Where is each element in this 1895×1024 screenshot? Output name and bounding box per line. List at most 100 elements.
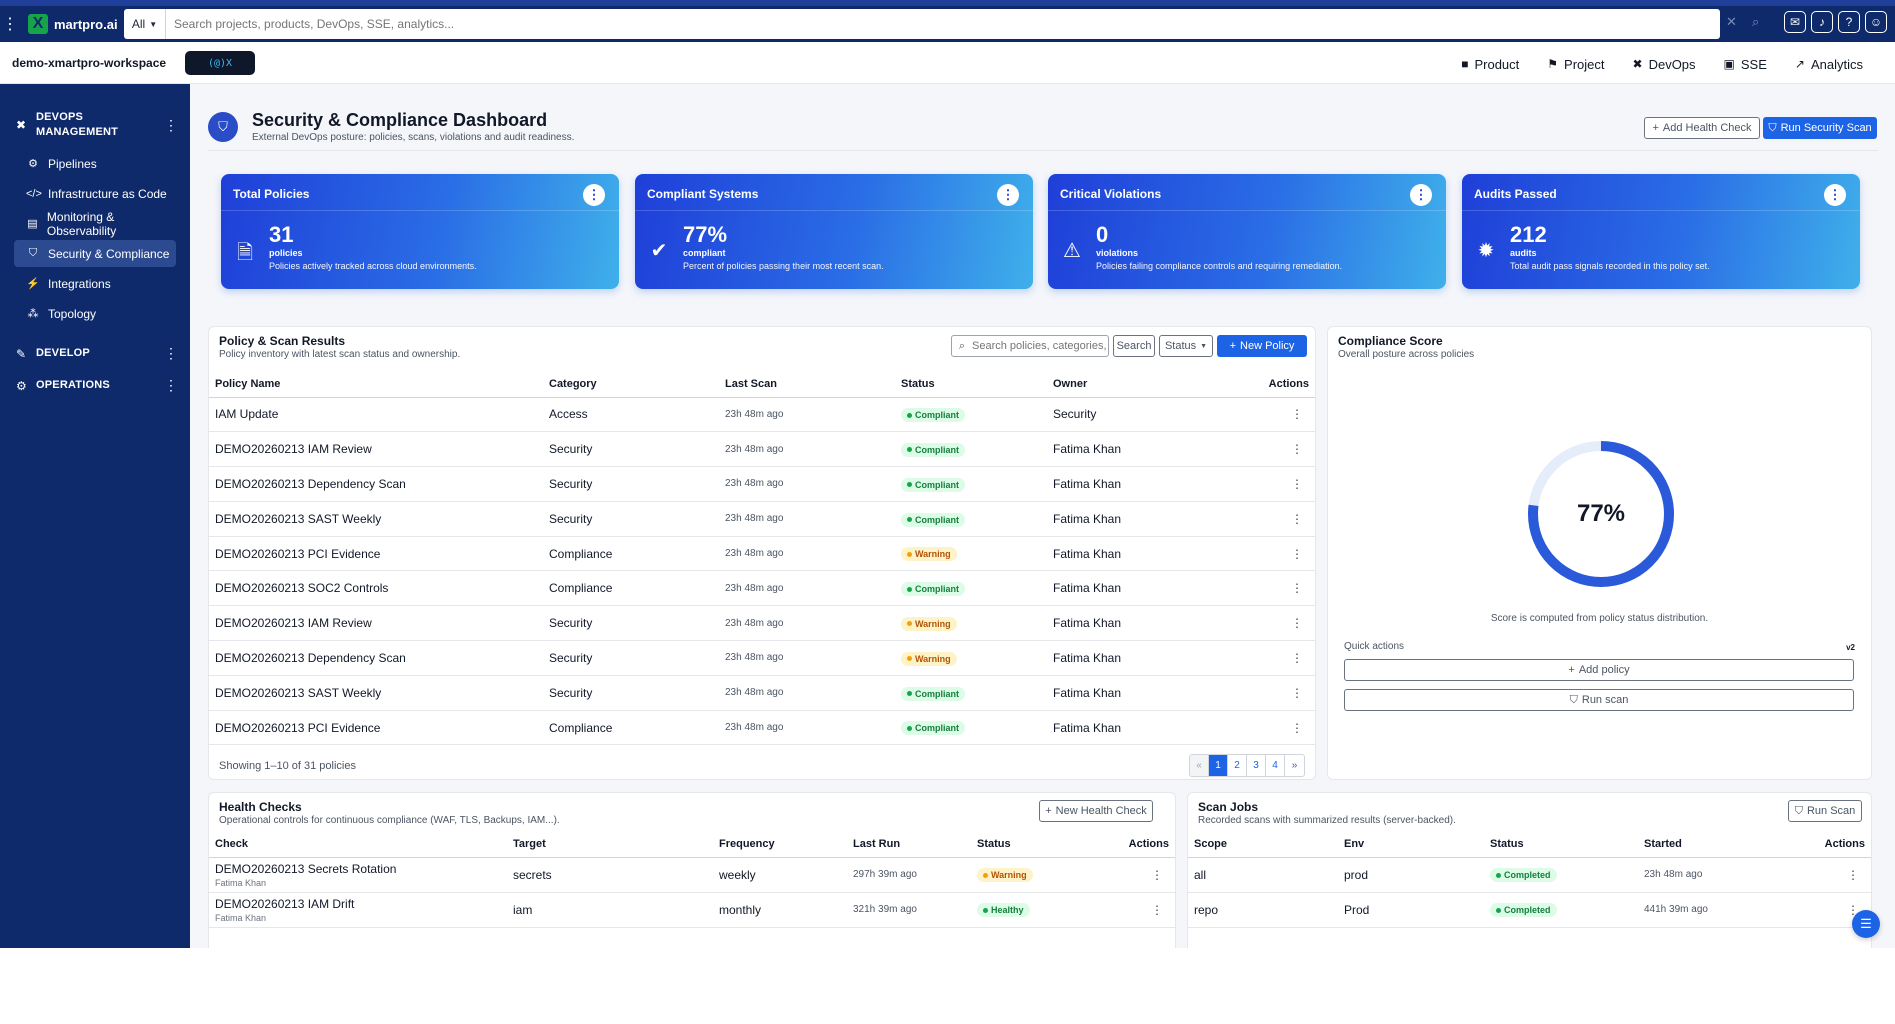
policy-search-input[interactable] xyxy=(972,340,1106,352)
table-row[interactable]: repo Prod Completed 441h 39m ago ⋮ xyxy=(1188,892,1871,928)
policy-name[interactable]: DEMO20260213 PCI Evidence xyxy=(209,536,543,572)
col-header[interactable]: Category xyxy=(543,371,719,398)
policy-name[interactable]: DEMO20260213 IAM Review xyxy=(209,431,543,468)
col-header[interactable]: Status xyxy=(895,371,1047,398)
bell-icon[interactable]: ♪ xyxy=(1811,11,1833,33)
table-row[interactable]: IAM Update Access 23h 48m ago Compliant Secu… xyxy=(209,397,1315,433)
health-check-cell[interactable]: DEMO20260213 Secrets Rotation Fatima Khan xyxy=(209,857,507,893)
kebab-menu-icon[interactable]: ⋮ xyxy=(1410,184,1432,206)
search-button[interactable]: Search xyxy=(1113,335,1155,357)
table-row[interactable]: DEMO20260213 PCI Evidence Compliance 23h 4… xyxy=(209,536,1315,572)
col-header[interactable]: Owner xyxy=(1047,371,1227,398)
table-row[interactable]: DEMO20260213 SOC2 Controls Compliance 23h … xyxy=(209,570,1315,607)
clear-search-icon[interactable]: ✕ xyxy=(1726,14,1737,29)
col-header[interactable]: Frequency xyxy=(713,831,847,858)
policy-name[interactable]: IAM Update xyxy=(209,397,543,433)
sidebar-group-devops[interactable]: ✖ DEVOPS MANAGEMENT ⋮ xyxy=(16,110,186,140)
new-health-check-button[interactable]: + New Health Check xyxy=(1039,800,1153,822)
page-next[interactable]: » xyxy=(1291,760,1298,771)
sidebar-item-iac[interactable]: </> Infrastructure as Code xyxy=(14,180,176,207)
nav-sse[interactable]: ▣ SSE xyxy=(1714,51,1777,77)
kebab-menu-icon[interactable]: ⋮ xyxy=(1291,476,1303,491)
policy-name[interactable]: DEMO20260213 SAST Weekly xyxy=(209,501,543,537)
run-security-scan-button[interactable]: ⛉ Run Security Scan xyxy=(1763,117,1877,139)
policy-name[interactable]: DEMO20260213 Dependency Scan xyxy=(209,466,543,502)
sidebar-item-pipelines[interactable]: ⚙ Pipelines xyxy=(14,150,176,177)
policy-name[interactable]: DEMO20260213 Dependency Scan xyxy=(209,640,543,676)
kebab-menu-icon[interactable]: ⋮ xyxy=(1824,184,1846,206)
search-icon[interactable]: ⌕ xyxy=(1752,14,1760,29)
col-header[interactable]: Check xyxy=(209,831,507,858)
workspace-selector[interactable]: demo-xmartpro-workspace xyxy=(12,56,167,70)
kebab-menu-icon[interactable]: ⋮ xyxy=(1291,720,1303,735)
sidebar-item-topology[interactable]: ⁂ Topology xyxy=(14,300,176,327)
kebab-menu-icon[interactable]: ⋮ xyxy=(1291,581,1303,596)
kebab-menu-icon[interactable]: ⋮ xyxy=(1291,442,1303,457)
col-header[interactable]: Status xyxy=(971,831,1101,858)
col-header[interactable]: Scope xyxy=(1188,831,1338,858)
add-policy-button[interactable]: + Add policy xyxy=(1344,659,1854,681)
sidebar-group-operations[interactable]: ⚙ OPERATIONS ⋮ xyxy=(16,377,186,393)
nav-product[interactable]: ■ Product xyxy=(1451,51,1529,77)
mail-icon[interactable]: ✉ xyxy=(1784,11,1806,33)
kebab-menu-icon[interactable]: ⋮ xyxy=(164,377,178,393)
table-row[interactable]: DEMO20260213 IAM Review Security 23h 48m a… xyxy=(209,605,1315,642)
page-2[interactable]: 2 xyxy=(1228,755,1247,776)
table-row[interactable]: DEMO20260213 SAST Weekly Security 23h 48m … xyxy=(209,501,1315,537)
table-row[interactable]: all prod Completed 23h 48m ago ⋮ xyxy=(1188,857,1871,893)
kebab-menu-icon[interactable]: ⋮ xyxy=(1291,511,1303,526)
brand[interactable]: X martpro.ai xyxy=(28,14,128,34)
add-health-check-button[interactable]: + Add Health Check xyxy=(1644,117,1760,139)
page-1[interactable]: 1 xyxy=(1209,755,1228,776)
col-header[interactable]: Started xyxy=(1638,831,1788,858)
kebab-menu-icon[interactable]: ⋮ xyxy=(1291,685,1303,700)
help-icon[interactable]: ? xyxy=(1838,11,1860,33)
nav-devops[interactable]: ✖ DevOps xyxy=(1623,51,1706,77)
sidebar-item-security[interactable]: ⛉ Security & Compliance xyxy=(14,240,176,267)
search-input[interactable] xyxy=(166,10,1706,38)
page-4[interactable]: 4 xyxy=(1266,755,1285,776)
kebab-menu-icon[interactable]: ⋮ xyxy=(1151,902,1163,917)
col-header[interactable]: Last Run xyxy=(847,831,971,858)
user-icon[interactable]: ☺ xyxy=(1865,11,1887,33)
policy-name[interactable]: DEMO20260213 SAST Weekly xyxy=(209,675,543,711)
table-row[interactable]: DEMO20260213 Dependency Scan Security 23h … xyxy=(209,466,1315,502)
nav-analytics[interactable]: ↗ Analytics xyxy=(1785,51,1873,77)
table-row[interactable]: DEMO20260213 Secrets Rotation Fatima Khan… xyxy=(209,857,1175,893)
policy-name[interactable]: DEMO20260213 PCI Evidence xyxy=(209,710,543,746)
run-scan-button[interactable]: ⛉ Run Scan xyxy=(1788,800,1862,822)
nav-project[interactable]: ⚑ Project xyxy=(1537,51,1614,77)
sidebar-item-monitoring[interactable]: ▤ Monitoring & Observability xyxy=(14,210,176,238)
kebab-menu-icon[interactable]: ⋮ xyxy=(1291,546,1303,561)
chat-fab-icon[interactable]: ☰ xyxy=(1852,910,1880,938)
new-policy-button[interactable]: + New Policy xyxy=(1217,335,1307,357)
page-prev[interactable]: « xyxy=(1190,755,1209,776)
kebab-menu-icon[interactable]: ⋮ xyxy=(2,16,18,33)
kebab-menu-icon[interactable]: ⋮ xyxy=(1291,616,1303,631)
col-header[interactable]: Target xyxy=(507,831,713,858)
table-row[interactable]: DEMO20260213 SAST Weekly Security 23h 48m … xyxy=(209,675,1315,711)
kebab-menu-icon[interactable]: ⋮ xyxy=(164,345,178,361)
table-row[interactable]: DEMO20260213 Dependency Scan Security 23h … xyxy=(209,640,1315,676)
table-row[interactable]: DEMO20260213 IAM Drift Fatima Khan iam mont… xyxy=(209,892,1175,928)
policy-name[interactable]: DEMO20260213 IAM Review xyxy=(209,605,543,642)
kebab-menu-icon[interactable]: ⋮ xyxy=(583,184,605,206)
search-scope-select[interactable]: All ▼ xyxy=(124,9,166,39)
table-row[interactable]: DEMO20260213 PCI Evidence Compliance 23h 4… xyxy=(209,710,1315,746)
policy-name[interactable]: DEMO20260213 SOC2 Controls xyxy=(209,570,543,607)
sidebar-group-develop[interactable]: ✎ DEVELOP ⋮ xyxy=(16,345,186,361)
col-header[interactable]: Policy Name xyxy=(209,371,543,398)
page-3[interactable]: 3 xyxy=(1247,755,1266,776)
kebab-menu-icon[interactable]: ⋮ xyxy=(1291,407,1303,422)
col-header[interactable]: Status xyxy=(1484,831,1638,858)
kebab-menu-icon[interactable]: ⋮ xyxy=(997,184,1019,206)
health-check-cell[interactable]: DEMO20260213 IAM Drift Fatima Khan xyxy=(209,892,507,928)
kebab-menu-icon[interactable]: ⋮ xyxy=(1151,867,1163,882)
table-row[interactable]: DEMO20260213 IAM Review Security 23h 48m a… xyxy=(209,431,1315,468)
sidebar-item-integrations[interactable]: ⚡ Integrations xyxy=(14,270,176,297)
col-header[interactable]: Last Scan xyxy=(719,371,895,398)
kebab-menu-icon[interactable]: ⋮ xyxy=(1291,650,1303,665)
col-header[interactable]: Env xyxy=(1338,831,1484,858)
kebab-menu-icon[interactable]: ⋮ xyxy=(1847,867,1859,882)
kebab-menu-icon[interactable]: ⋮ xyxy=(164,116,178,133)
